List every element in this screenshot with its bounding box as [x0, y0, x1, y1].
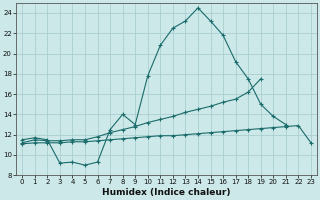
- X-axis label: Humidex (Indice chaleur): Humidex (Indice chaleur): [102, 188, 231, 197]
